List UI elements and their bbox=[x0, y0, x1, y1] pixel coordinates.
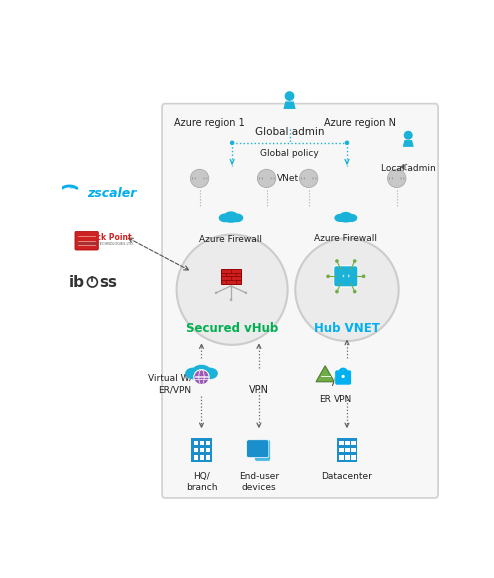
Ellipse shape bbox=[335, 290, 339, 294]
Ellipse shape bbox=[230, 140, 235, 145]
Text: Secured vHub: Secured vHub bbox=[186, 322, 278, 335]
Ellipse shape bbox=[346, 214, 357, 222]
Text: End-user
devices: End-user devices bbox=[239, 472, 279, 492]
Text: SOFTWARE TECHNOLOGIES LTD.: SOFTWARE TECHNOLOGIES LTD. bbox=[77, 242, 134, 246]
Text: ‹ ›: ‹ › bbox=[342, 273, 350, 279]
Ellipse shape bbox=[257, 169, 276, 187]
Text: Azure Firewall: Azure Firewall bbox=[200, 235, 262, 244]
Ellipse shape bbox=[295, 238, 399, 341]
FancyBboxPatch shape bbox=[200, 455, 204, 460]
Ellipse shape bbox=[334, 214, 345, 222]
Ellipse shape bbox=[245, 291, 247, 294]
FancyBboxPatch shape bbox=[221, 269, 241, 284]
FancyBboxPatch shape bbox=[206, 455, 210, 460]
Text: Check Point: Check Point bbox=[80, 233, 131, 242]
FancyBboxPatch shape bbox=[351, 440, 356, 445]
Polygon shape bbox=[403, 140, 414, 147]
Ellipse shape bbox=[224, 212, 238, 221]
Text: Local admin: Local admin bbox=[381, 164, 436, 173]
FancyBboxPatch shape bbox=[334, 266, 358, 287]
FancyBboxPatch shape bbox=[336, 438, 357, 462]
Ellipse shape bbox=[362, 275, 366, 278]
FancyBboxPatch shape bbox=[206, 448, 210, 453]
Ellipse shape bbox=[191, 371, 212, 380]
Text: VPN: VPN bbox=[249, 386, 269, 395]
Ellipse shape bbox=[177, 235, 288, 345]
Ellipse shape bbox=[341, 375, 345, 378]
FancyBboxPatch shape bbox=[335, 370, 352, 385]
Text: VPN: VPN bbox=[334, 395, 352, 404]
FancyBboxPatch shape bbox=[194, 440, 198, 445]
Text: zscaler: zscaler bbox=[86, 187, 136, 199]
Ellipse shape bbox=[219, 213, 231, 222]
FancyBboxPatch shape bbox=[339, 440, 344, 445]
Ellipse shape bbox=[388, 169, 406, 187]
FancyBboxPatch shape bbox=[75, 231, 98, 250]
Text: ‹‹  ››: ‹‹ ›› bbox=[300, 176, 317, 181]
Ellipse shape bbox=[405, 131, 412, 139]
FancyBboxPatch shape bbox=[351, 448, 356, 453]
Text: Virtual WAN
ER/VPN: Virtual WAN ER/VPN bbox=[148, 374, 202, 395]
Text: VNet: VNet bbox=[277, 174, 299, 183]
Text: ER: ER bbox=[319, 395, 331, 404]
Text: /: / bbox=[332, 377, 336, 387]
FancyBboxPatch shape bbox=[339, 448, 344, 453]
FancyBboxPatch shape bbox=[194, 448, 198, 453]
Ellipse shape bbox=[286, 92, 294, 100]
Text: ™: ™ bbox=[69, 188, 74, 193]
FancyBboxPatch shape bbox=[194, 455, 198, 460]
FancyBboxPatch shape bbox=[200, 440, 204, 445]
Ellipse shape bbox=[326, 275, 330, 278]
Text: ‹‹  ››: ‹‹ ›› bbox=[258, 176, 275, 181]
Text: Azure region 1: Azure region 1 bbox=[174, 118, 245, 128]
FancyBboxPatch shape bbox=[345, 455, 350, 460]
Text: ss: ss bbox=[99, 276, 117, 291]
Ellipse shape bbox=[231, 213, 243, 222]
Ellipse shape bbox=[223, 216, 239, 223]
FancyBboxPatch shape bbox=[206, 440, 210, 445]
Ellipse shape bbox=[202, 368, 218, 379]
Polygon shape bbox=[284, 101, 296, 109]
Ellipse shape bbox=[353, 290, 357, 294]
FancyBboxPatch shape bbox=[200, 448, 204, 453]
Ellipse shape bbox=[192, 365, 210, 377]
FancyBboxPatch shape bbox=[345, 448, 350, 453]
Ellipse shape bbox=[194, 369, 209, 385]
Text: ‹‹  ››: ‹‹ ›› bbox=[388, 176, 406, 181]
Text: HQ/
branch: HQ/ branch bbox=[186, 472, 217, 492]
FancyBboxPatch shape bbox=[247, 440, 269, 458]
Text: Global admin: Global admin bbox=[255, 127, 324, 137]
Ellipse shape bbox=[299, 169, 318, 187]
Text: Global policy: Global policy bbox=[260, 150, 319, 158]
Text: Azure Firewall: Azure Firewall bbox=[314, 235, 377, 243]
Ellipse shape bbox=[353, 259, 357, 263]
Ellipse shape bbox=[185, 368, 201, 379]
Text: Datacenter: Datacenter bbox=[322, 472, 372, 481]
Ellipse shape bbox=[345, 140, 349, 145]
FancyBboxPatch shape bbox=[254, 440, 271, 461]
Polygon shape bbox=[316, 366, 334, 382]
Ellipse shape bbox=[339, 212, 352, 220]
Ellipse shape bbox=[338, 216, 354, 223]
Text: ib: ib bbox=[69, 276, 85, 291]
FancyBboxPatch shape bbox=[345, 440, 350, 445]
Text: Azure region N: Azure region N bbox=[325, 118, 396, 128]
Ellipse shape bbox=[230, 298, 232, 301]
FancyBboxPatch shape bbox=[162, 103, 438, 498]
Text: ‹‹  ››: ‹‹ ›› bbox=[191, 176, 208, 181]
Ellipse shape bbox=[215, 291, 217, 294]
FancyBboxPatch shape bbox=[351, 455, 356, 460]
Text: Hub VNET: Hub VNET bbox=[314, 322, 380, 335]
Ellipse shape bbox=[190, 169, 209, 187]
FancyBboxPatch shape bbox=[339, 455, 344, 460]
Ellipse shape bbox=[335, 259, 339, 263]
FancyBboxPatch shape bbox=[191, 438, 212, 462]
